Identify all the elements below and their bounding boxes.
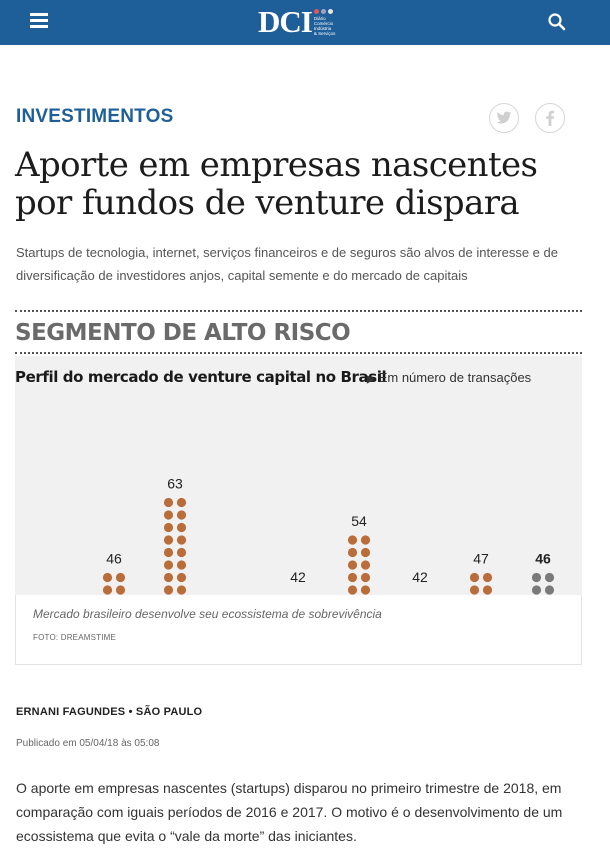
chart-dot [347,585,358,595]
chart-dot [347,547,358,558]
chart-dot [544,572,555,583]
article-subtitle: Startups de tecnologia, internet, serviç… [16,245,558,283]
logo-text: DCI [258,4,313,39]
chart-data-label: 54 [351,513,367,529]
chart-dot [163,510,174,520]
divider [15,352,582,354]
site-logo[interactable]: DCI Diário Comércio Indústria & Serviços [258,6,344,38]
logo-mark: Diário Comércio Indústria & Serviços [313,7,344,37]
chart-dot [102,585,113,595]
top-navigation-bar: DCI Diário Comércio Indústria & Serviços [0,0,610,45]
arrow-right-icon: ▶ [367,374,375,385]
chart-dot [482,585,493,595]
image-credit: FOTO: DREAMSTIME [33,633,117,642]
chart-dot [163,535,174,545]
chart-dot [176,585,187,595]
chart-dot [347,535,358,545]
chart-dot [163,585,174,595]
chart-dot [176,560,187,570]
logo-subtitle: Diário Comércio Indústria & Serviços [313,16,336,36]
chart-dot [115,585,126,595]
chart-dot [176,522,187,533]
chart-dot [469,585,480,595]
chart-data-label: 46 [535,551,551,567]
chart-dot [176,535,187,545]
search-icon[interactable] [547,12,567,32]
chart-dot [360,585,371,595]
chart-dot [176,547,187,558]
chart-data-label: 42 [412,569,428,585]
chart-data-label: 46 [106,551,122,567]
section-label[interactable]: INVESTIMENTOS [16,106,174,127]
chart-dot [102,572,113,583]
caption-box: Mercado brasileiro desenvolve seu ecossi… [15,595,582,665]
article-image[interactable]: SEGMENTO DE ALTO RISCO Perfil do mercado… [15,310,582,665]
chart-dot [176,572,187,583]
chart-dot [469,572,480,583]
hamburger-menu-icon[interactable] [30,13,50,31]
chart-dot [360,560,371,570]
author-byline: ERNANI FAGUNDES • SÃO PAULO [16,706,203,718]
article-body: O aporte em empresas nascentes (startups… [16,780,563,844]
twitter-icon[interactable] [489,103,519,133]
chart-dot [544,585,555,595]
chart-dot [531,572,542,583]
chart-data-label: 42 [290,569,306,585]
chart-dot [163,497,174,508]
chart-data-label: 47 [473,551,489,567]
chart-subtitle-text: Em número de transações [378,370,532,385]
chart-panel: Perfil do mercado de venture capital no … [15,356,582,595]
chart-subtitle: ▶ Em número de transações [367,370,531,385]
chart-dot [115,572,126,583]
chart-dot [347,560,358,570]
image-caption: Mercado brasileiro desenvolve seu ecossi… [33,607,382,621]
chart-dot [163,547,174,558]
divider [15,310,582,312]
chart-dot [347,572,358,583]
chart-dot [163,560,174,570]
chart-dot [531,585,542,595]
chart-dot [360,572,371,583]
chart-dot [176,497,187,508]
chart-title: Perfil do mercado de venture capital no … [15,368,387,386]
publish-date: Publicado em 05/04/18 às 05:08 [16,738,160,749]
chart-dot [360,547,371,558]
chart-dot [163,572,174,583]
chart-dot [163,522,174,533]
article-headline: Aporte em empresas nascentes por fundos … [15,145,538,223]
infographic-heading: SEGMENTO DE ALTO RISCO [15,320,351,346]
chart-dot [176,510,187,520]
chart-data-label: 63 [167,476,183,492]
chart-dot [360,535,371,545]
infographic: SEGMENTO DE ALTO RISCO Perfil do mercado… [15,310,582,595]
dot-chart: 46 63 42 54 42 47 46 [102,476,555,595]
chart-dot [482,572,493,583]
facebook-icon[interactable] [535,103,565,133]
